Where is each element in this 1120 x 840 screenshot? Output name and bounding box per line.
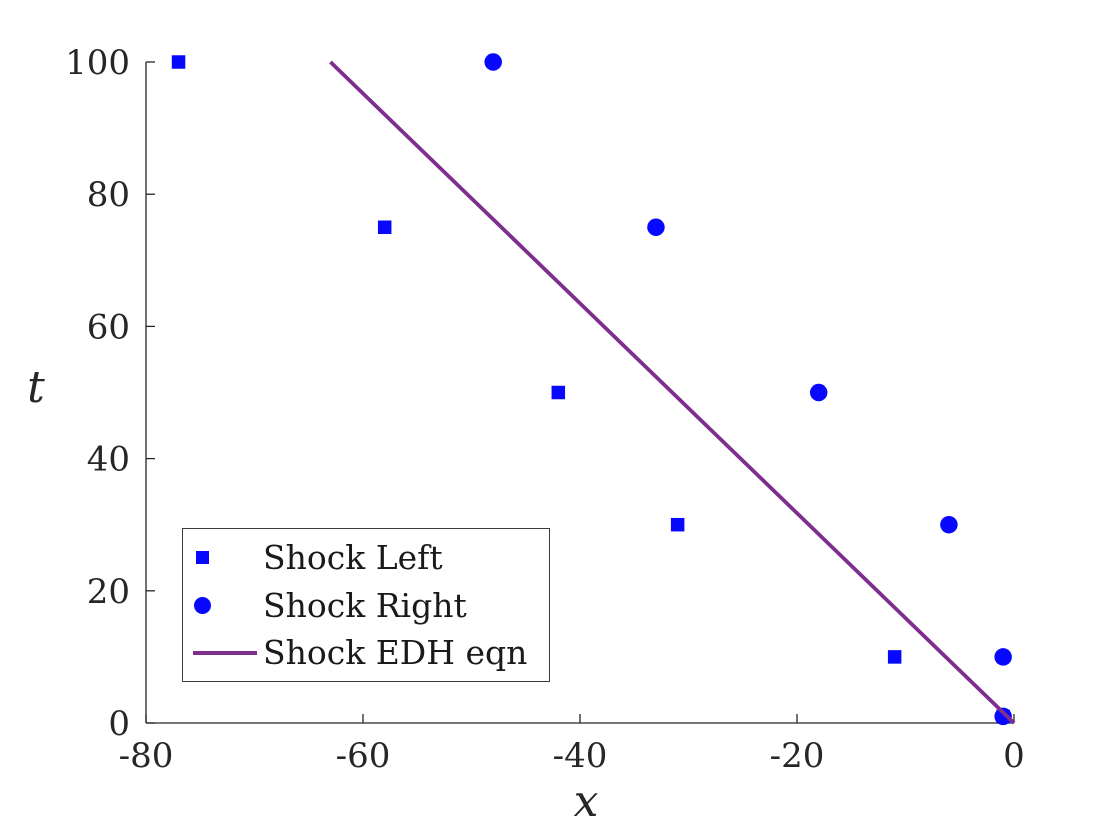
x-tick-label: 0 xyxy=(1003,736,1025,776)
shock-left-point xyxy=(377,220,392,234)
shock-right-point xyxy=(994,707,1012,726)
legend-swatch-zone xyxy=(193,650,257,655)
shock-left-point xyxy=(171,55,186,69)
y-tick-label: 80 xyxy=(87,175,130,215)
shock-left-point xyxy=(551,385,566,400)
x-tick-label: -80 xyxy=(119,736,174,776)
x-tick-label: -40 xyxy=(553,736,608,776)
legend-row-shock-edh: Shock EDH eqn xyxy=(183,630,549,676)
shock-edh-line xyxy=(329,60,1016,725)
circle-marker-icon xyxy=(194,596,211,614)
x-axis-label: x xyxy=(573,776,599,827)
legend-label-shock-edh: Shock EDH eqn xyxy=(263,633,528,672)
square-marker-icon xyxy=(196,551,209,564)
y-tick-label: 40 xyxy=(87,440,130,480)
y-tick-label: 60 xyxy=(87,307,130,347)
shock-left-point xyxy=(670,517,685,532)
legend-label-shock-left: Shock Left xyxy=(263,538,443,577)
shock-right-point xyxy=(647,218,665,236)
legend: Shock Left Shock Right Shock EDH eqn xyxy=(182,528,550,682)
y-tick-label: 100 xyxy=(65,43,130,83)
shock-right-point xyxy=(809,383,828,402)
y-tick-label: 20 xyxy=(87,572,130,612)
y-tick-label: 0 xyxy=(108,704,130,744)
x-tick-label: -20 xyxy=(770,736,825,776)
legend-label-shock-right: Shock Right xyxy=(263,585,467,625)
x-tick-label: -60 xyxy=(336,736,391,776)
line-sample-icon xyxy=(193,650,257,655)
legend-row-shock-right: Shock Right xyxy=(183,582,549,628)
shock-left-point xyxy=(887,650,902,664)
shock-right-point xyxy=(940,515,958,534)
legend-row-shock-left: Shock Left xyxy=(183,535,549,581)
shock-right-point xyxy=(994,648,1012,666)
y-axis-label: t xyxy=(27,362,45,413)
legend-swatch-zone xyxy=(193,596,257,614)
shock-right-point xyxy=(484,53,502,71)
legend-swatch-zone xyxy=(193,551,257,564)
